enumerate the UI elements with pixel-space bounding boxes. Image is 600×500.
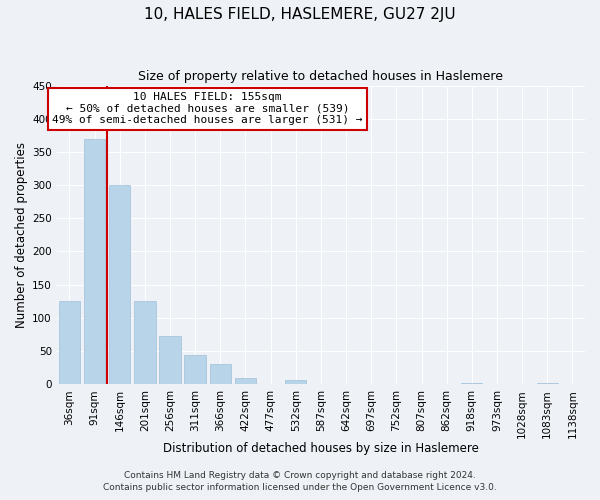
Bar bbox=[109, 185, 130, 384]
Text: Contains HM Land Registry data © Crown copyright and database right 2024.
Contai: Contains HM Land Registry data © Crown c… bbox=[103, 471, 497, 492]
X-axis label: Distribution of detached houses by size in Haslemere: Distribution of detached houses by size … bbox=[163, 442, 479, 455]
Bar bbox=[536, 383, 558, 384]
Bar bbox=[59, 302, 80, 384]
Bar bbox=[184, 355, 206, 384]
Text: 10 HALES FIELD: 155sqm
← 50% of detached houses are smaller (539)
49% of semi-de: 10 HALES FIELD: 155sqm ← 50% of detached… bbox=[52, 92, 363, 126]
Bar bbox=[159, 336, 181, 384]
Bar bbox=[84, 138, 105, 384]
Title: Size of property relative to detached houses in Haslemere: Size of property relative to detached ho… bbox=[139, 70, 503, 83]
Bar bbox=[209, 364, 231, 384]
Bar bbox=[134, 302, 155, 384]
Y-axis label: Number of detached properties: Number of detached properties bbox=[15, 142, 28, 328]
Bar bbox=[235, 378, 256, 384]
Bar bbox=[285, 380, 307, 384]
Bar bbox=[461, 383, 482, 384]
Text: 10, HALES FIELD, HASLEMERE, GU27 2JU: 10, HALES FIELD, HASLEMERE, GU27 2JU bbox=[144, 8, 456, 22]
